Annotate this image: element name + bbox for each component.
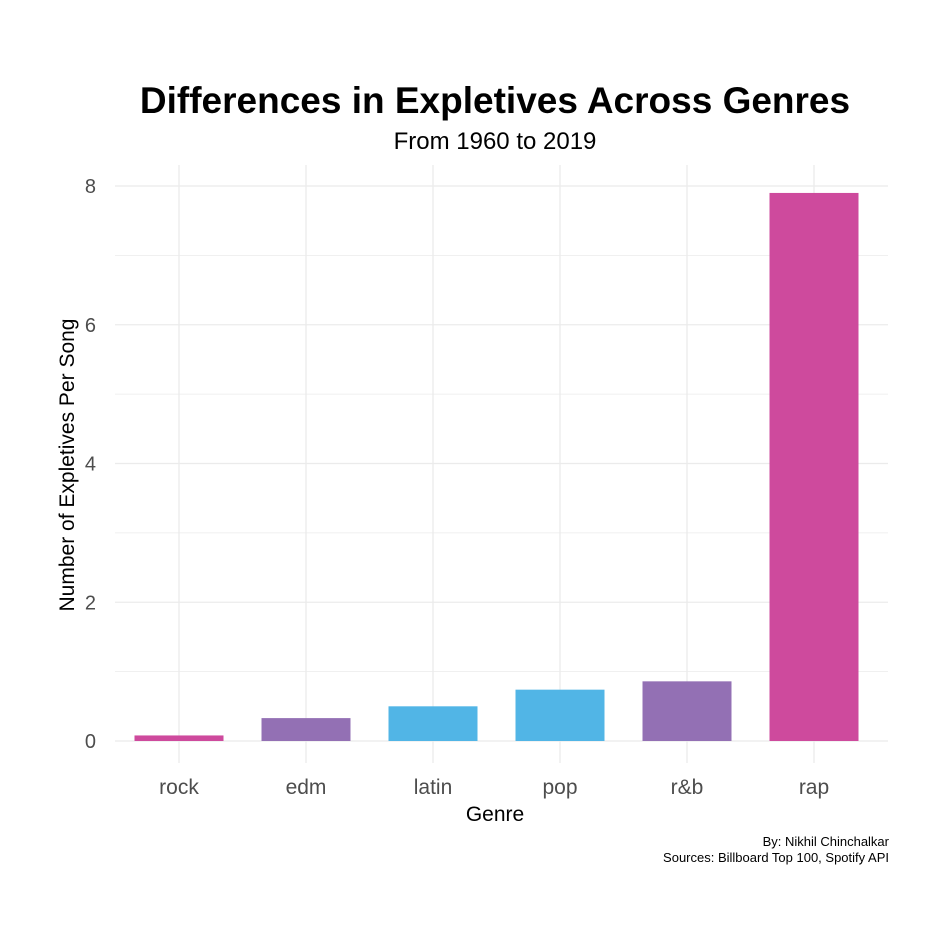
y-tick-label: 6 (85, 315, 96, 337)
chart-title: Differences in Expletives Across Genres (139, 80, 851, 121)
y-tick-label: 2 (85, 592, 96, 614)
y-tick-label: 4 (85, 454, 96, 476)
x-tick-label: latin (414, 776, 453, 799)
bars (134, 192, 859, 741)
chart-subtitle: From 1960 to 2019 (393, 128, 597, 155)
x-tick-label: rock (159, 776, 199, 799)
caption-sources: Sources: Billboard Top 100, Spotify API (663, 850, 889, 865)
x-tick-label: pop (542, 776, 577, 799)
y-tick-label: 0 (85, 731, 96, 753)
bar-latin (388, 706, 478, 741)
y-tick-labels: 0 2 4 6 8 (85, 176, 96, 753)
bar-edm (261, 718, 351, 741)
bar-pop (515, 689, 605, 741)
x-tick-label: r&b (671, 776, 704, 799)
y-tick-label: 8 (85, 176, 96, 198)
grid-lines (115, 165, 888, 763)
bar-rap (769, 192, 859, 741)
caption-author: By: Nikhil Chinchalkar (762, 834, 889, 849)
bar-rb (642, 681, 732, 741)
x-tick-label: edm (286, 776, 327, 799)
x-tick-label: rap (799, 776, 829, 799)
x-tick-labels: rock edm latin pop r&b rap (159, 776, 829, 799)
x-axis-title: Genre (466, 803, 524, 826)
bar-rock (134, 735, 224, 741)
y-axis-title: Number of Expletives Per Song (56, 319, 79, 612)
